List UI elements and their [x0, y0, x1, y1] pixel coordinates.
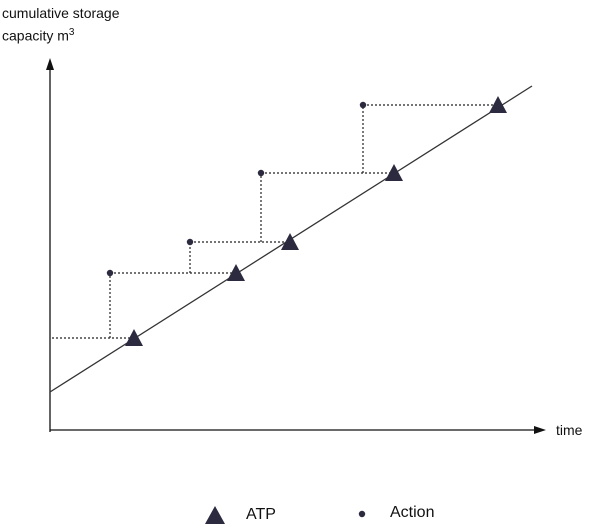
- atp-triangle: [125, 329, 143, 346]
- atp-triangle: [489, 96, 507, 113]
- dotted-steps: [52, 104, 498, 339]
- y-axis-label-line1: cumulative storage: [2, 5, 120, 21]
- y-axis-label-line2: capacity m3: [2, 23, 120, 46]
- atp-triangle: [227, 264, 245, 281]
- legend-action-label: Action: [390, 504, 435, 521]
- y-axis-label: cumulative storage capacity m3: [2, 3, 120, 46]
- action-point: [186, 238, 194, 246]
- action-points: [106, 101, 367, 277]
- legend-atp-triangle-icon: [205, 506, 225, 524]
- atp-markers: [125, 96, 507, 346]
- y-axis-arrowhead: [46, 58, 54, 70]
- x-axis-arrowhead: [534, 426, 546, 434]
- x-axis-label: time: [556, 422, 583, 438]
- legend-atp-label: ATP: [246, 506, 276, 523]
- y-axis-label-superscript: 3: [68, 27, 75, 38]
- action-point: [359, 101, 367, 109]
- action-point: [257, 169, 265, 177]
- atp-triangle: [385, 164, 403, 181]
- legend-action-dot-icon: [358, 510, 366, 518]
- action-point: [106, 269, 114, 277]
- y-axis-label-unit: capacity m: [2, 27, 69, 44]
- atp-triangle: [281, 233, 299, 250]
